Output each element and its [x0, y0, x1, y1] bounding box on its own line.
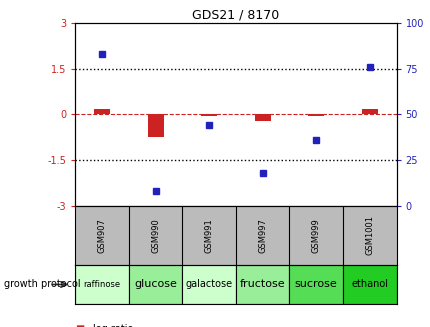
Bar [342, 265, 396, 304]
Bar [289, 265, 342, 304]
Bar [129, 265, 182, 304]
Bar [147, 114, 163, 137]
Bar [254, 114, 270, 121]
Bar [94, 109, 110, 114]
Bar [307, 114, 323, 116]
Text: ethanol: ethanol [350, 280, 387, 289]
Text: GSM907: GSM907 [98, 218, 107, 253]
Text: sucrose: sucrose [294, 280, 337, 289]
Bar [361, 109, 377, 114]
Text: galactose: galactose [185, 280, 232, 289]
Text: GSM999: GSM999 [311, 218, 320, 253]
Text: glucose: glucose [134, 280, 177, 289]
Text: GSM1001: GSM1001 [364, 215, 373, 255]
Text: growth protocol: growth protocol [4, 280, 81, 289]
Text: GSM990: GSM990 [151, 218, 160, 253]
Text: GSM991: GSM991 [204, 218, 213, 253]
Bar [182, 265, 236, 304]
Bar [75, 265, 129, 304]
Text: log ratio: log ratio [92, 324, 133, 327]
Bar [201, 114, 217, 116]
Text: raffinose: raffinose [83, 280, 120, 289]
Title: GDS21 / 8170: GDS21 / 8170 [192, 9, 279, 22]
Text: GSM997: GSM997 [258, 218, 267, 253]
Text: fructose: fructose [240, 280, 285, 289]
Bar [236, 265, 289, 304]
Text: ■: ■ [75, 324, 84, 327]
